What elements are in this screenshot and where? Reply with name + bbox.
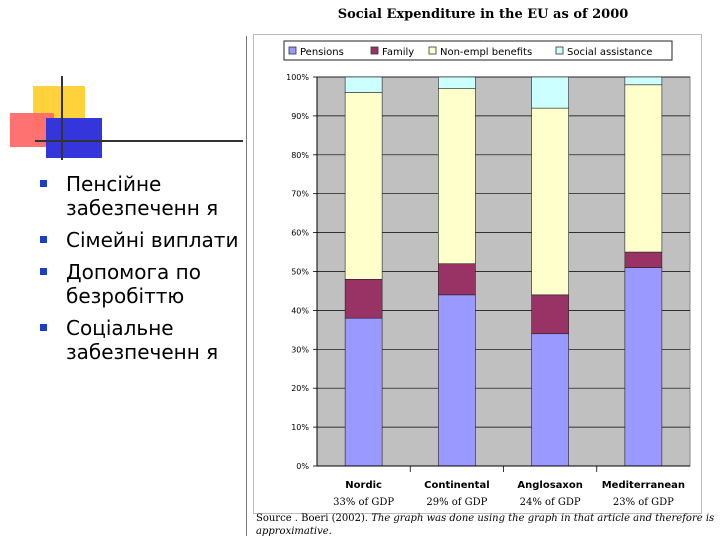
- y-tick-label: 90%: [291, 112, 309, 121]
- bar-segment: [438, 76, 476, 89]
- legend-swatch: [370, 46, 379, 55]
- logo-line-vertical: [61, 76, 63, 160]
- x-gdp-label: 24% of GDP: [520, 497, 581, 508]
- legend-label: Non-empl benefits: [440, 47, 532, 58]
- y-tick-label: 40%: [291, 306, 309, 315]
- y-tick-label: 30%: [291, 345, 309, 354]
- divider-line: [246, 36, 247, 536]
- bullet-text: Сімейні виплати: [66, 228, 239, 252]
- bullet-text: Пенсійне забезпеченн я: [66, 172, 219, 220]
- bullet-item: Допомога по безробіттю: [40, 260, 240, 308]
- bar-segment: [624, 251, 663, 268]
- legend-swatch: [428, 46, 437, 55]
- bar-segment: [344, 92, 383, 280]
- bar-segment: [531, 294, 569, 335]
- source-note-italic: The graph was done using the graph in th…: [256, 513, 715, 537]
- bullet-item: Соціальне забезпеченн я: [40, 316, 240, 364]
- bar-segment: [624, 76, 663, 86]
- chart-title: Social Expenditure in the EU as of 2000: [337, 7, 629, 22]
- legend-label: Pensions: [300, 47, 344, 58]
- bullet-text: Допомога по безробіттю: [66, 260, 201, 308]
- y-tick-label: 0%: [296, 462, 309, 471]
- y-tick-label: 50%: [291, 268, 309, 277]
- legend-swatch: [555, 46, 564, 55]
- x-gdp-label: 29% of GDP: [426, 497, 487, 508]
- bar-segment: [624, 84, 663, 253]
- y-tick-label: 10%: [291, 423, 309, 432]
- bar-segment: [344, 278, 383, 319]
- x-category-label: Continental: [424, 480, 490, 491]
- x-category-label: Anglosaxon: [517, 480, 582, 491]
- bullet-marker: [40, 324, 47, 331]
- bullet-marker: [40, 236, 47, 243]
- bullet-item: Сімейні виплати: [40, 228, 240, 252]
- bar-segment: [531, 333, 569, 467]
- x-gdp-label: 23% of GDP: [613, 497, 674, 508]
- legend-label: Social assistance: [567, 47, 652, 58]
- y-tick-label: 80%: [291, 151, 309, 160]
- bar-segment: [531, 76, 569, 109]
- bar-segment: [531, 107, 569, 296]
- source-note: Source . Boeri (2002). The graph was don…: [256, 512, 716, 538]
- source-prefix: Source . Boeri (2002).: [256, 513, 372, 524]
- legend-box: [283, 40, 673, 61]
- bar-segment: [344, 317, 383, 467]
- bullet-marker: [40, 180, 47, 187]
- legend-label: Family: [382, 47, 414, 58]
- bullet-list: Пенсійне забезпеченн я Сімейні виплати Д…: [40, 172, 240, 372]
- bar-segment: [438, 263, 476, 296]
- logo-square-blue: [46, 118, 102, 158]
- x-category-label: Mediterranean: [602, 480, 685, 491]
- legend-swatch: [288, 46, 297, 55]
- bar-segment: [344, 76, 383, 93]
- bullet-text: Соціальне забезпеченн я: [66, 316, 219, 364]
- x-gdp-label: 33% of GDP: [333, 497, 394, 508]
- bullet-item: Пенсійне забезпеченн я: [40, 172, 240, 220]
- bar-segment: [624, 267, 663, 467]
- x-category-label: Nordic: [345, 480, 382, 491]
- logo-line-horizontal: [35, 140, 243, 142]
- bar-segment: [438, 88, 476, 265]
- y-tick-label: 70%: [291, 190, 309, 199]
- y-tick-label: 20%: [291, 384, 309, 393]
- bullet-marker: [40, 268, 47, 275]
- y-tick-label: 100%: [286, 73, 309, 82]
- y-tick-label: 60%: [291, 229, 309, 238]
- bar-segment: [438, 294, 476, 467]
